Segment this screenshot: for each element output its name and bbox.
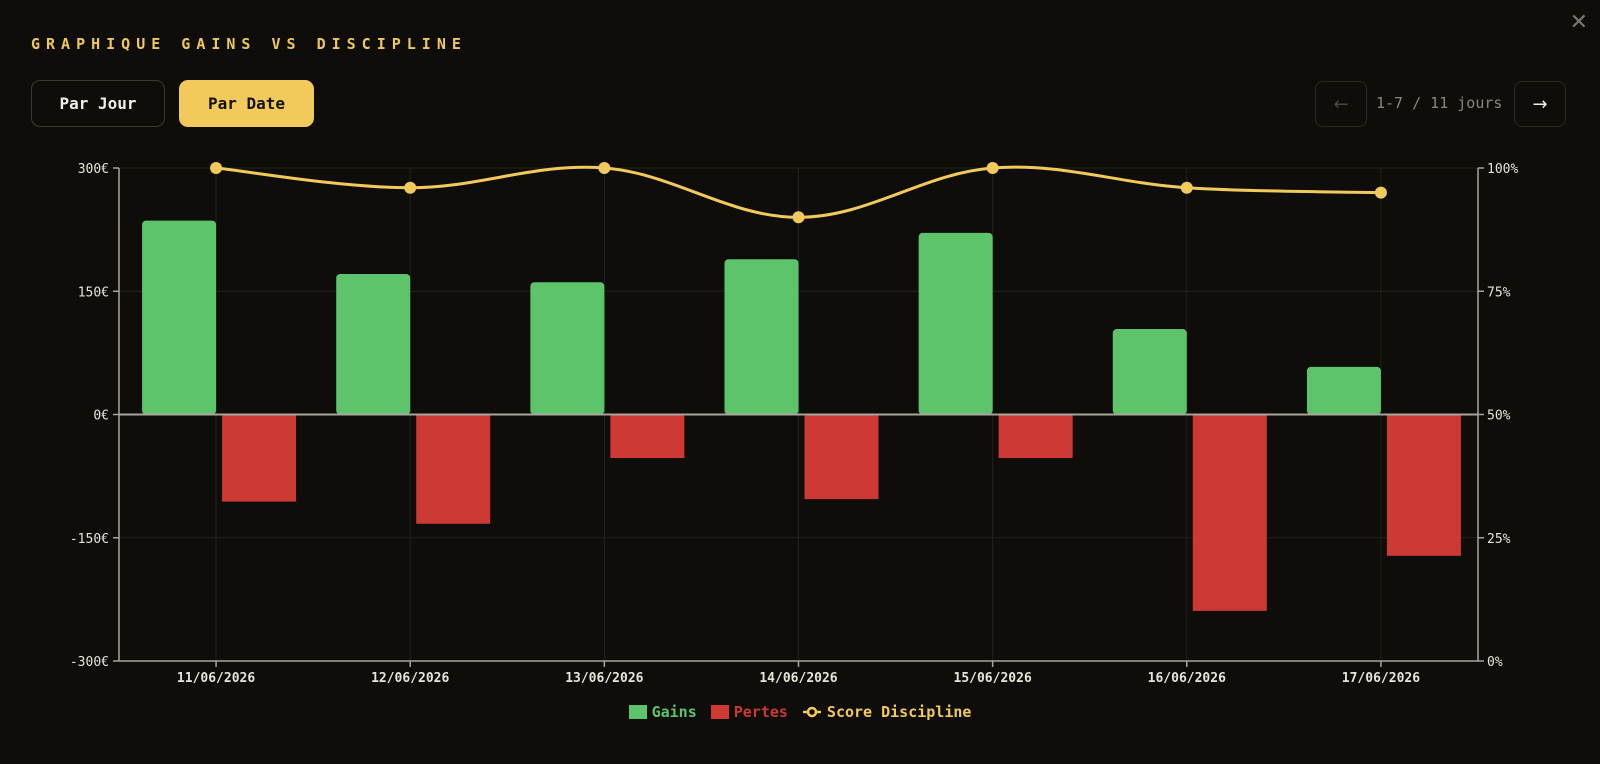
discipline-point	[1180, 181, 1193, 194]
discipline-point	[792, 211, 805, 224]
x-tick-label: 11/06/2026	[177, 671, 255, 686]
y2-tick-label: 50%	[1487, 409, 1511, 424]
par-jour-button[interactable]: Par Jour	[31, 80, 165, 127]
x-tick-label: 17/06/2026	[1342, 671, 1420, 686]
bar-pertes	[998, 414, 1073, 459]
bar-pertes	[1386, 414, 1461, 556]
legend-discipline: Score Discipline	[802, 703, 972, 721]
legend-pertes-label: Pertes	[733, 703, 788, 721]
close-icon[interactable]: ✕	[1569, 10, 1588, 35]
bar-gains	[336, 273, 411, 415]
bar-gains	[1306, 366, 1381, 415]
bar-pertes	[1192, 414, 1267, 611]
prev-page-button[interactable]: ←	[1315, 81, 1367, 127]
x-tick-label: 12/06/2026	[371, 671, 449, 686]
page-range-text: 1-7 / 11 jours	[1376, 94, 1503, 112]
y2-tick-label: 75%	[1487, 285, 1511, 300]
par-date-button[interactable]: Par Date	[179, 80, 314, 127]
chart-legend: Gains Pertes Score Discipline	[0, 703, 1600, 721]
bar-pertes	[222, 414, 297, 502]
y-tick-label: -150€	[70, 532, 109, 547]
bar-pertes	[804, 414, 879, 500]
y2-tick-label: 100%	[1487, 162, 1518, 177]
legend-gains-swatch	[628, 705, 647, 719]
y2-tick-label: 0%	[1487, 655, 1503, 670]
y-tick-label: 300€	[78, 162, 109, 177]
x-tick-label: 15/06/2026	[954, 671, 1032, 686]
legend-pertes-swatch	[710, 705, 729, 719]
discipline-point	[404, 181, 417, 194]
discipline-point	[210, 162, 223, 174]
bar-gains	[530, 282, 605, 415]
legend-discipline-label: Score Discipline	[826, 703, 972, 721]
x-tick-label: 14/06/2026	[759, 671, 837, 686]
discipline-point	[598, 162, 611, 174]
legend-gains: Gains	[628, 703, 697, 721]
bar-pertes	[610, 414, 685, 459]
discipline-point	[1374, 186, 1387, 199]
bar-gains	[142, 220, 217, 415]
y-tick-label: 150€	[78, 285, 109, 300]
discipline-point	[986, 162, 999, 174]
y2-tick-label: 25%	[1487, 532, 1511, 547]
y-tick-label: 0€	[93, 409, 109, 424]
y-tick-label: -300€	[70, 655, 109, 670]
x-tick-label: 13/06/2026	[565, 671, 643, 686]
legend-pertes: Pertes	[710, 703, 788, 721]
bar-gains	[918, 232, 993, 415]
legend-discipline-swatch	[802, 706, 821, 718]
x-tick-label: 16/06/2026	[1148, 671, 1226, 686]
chart-title: GRAPHIQUE GAINS VS DISCIPLINE	[31, 35, 467, 53]
legend-gains-label: Gains	[651, 703, 697, 721]
bar-pertes	[416, 414, 491, 524]
bar-gains	[724, 259, 799, 415]
next-page-button[interactable]: →	[1514, 81, 1566, 127]
bar-gains	[1112, 329, 1187, 415]
